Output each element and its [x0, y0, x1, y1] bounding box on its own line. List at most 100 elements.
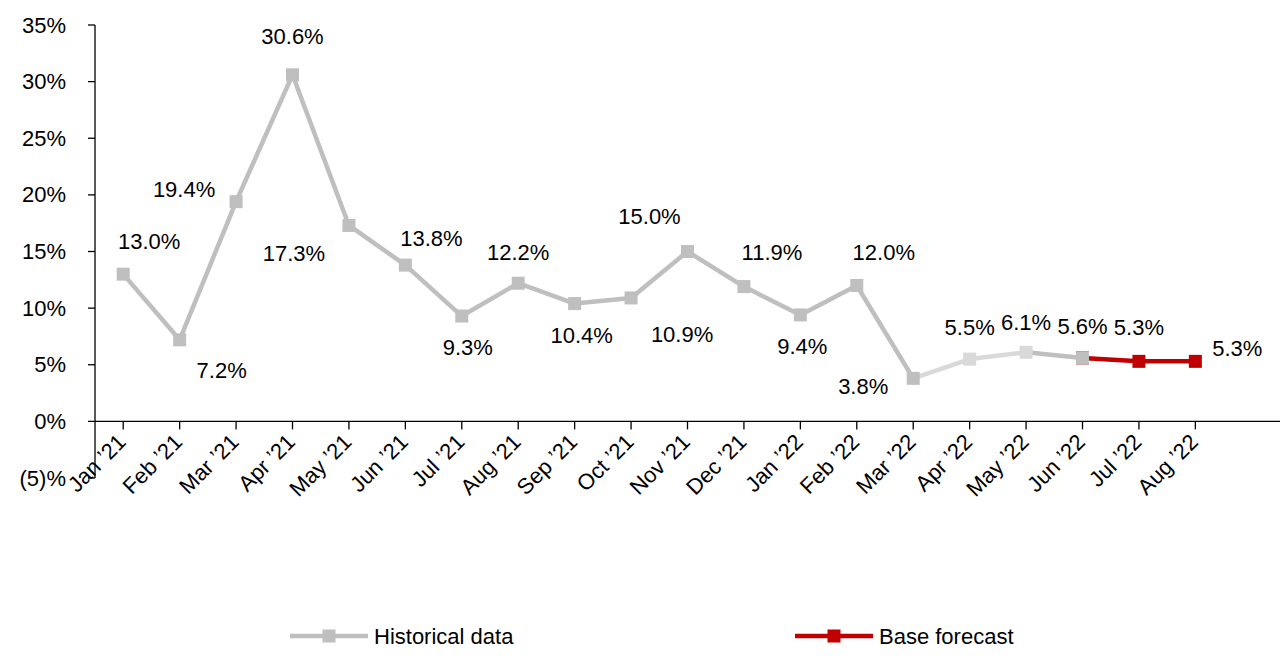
- x-tick-label: Aug ’22: [1132, 429, 1202, 499]
- legend-marker: [828, 630, 841, 643]
- data-label: 12.0%: [853, 240, 915, 265]
- x-tick: [743, 421, 744, 429]
- x-tick-label: Jan ’22: [740, 429, 808, 497]
- line-segment: [236, 75, 292, 202]
- data-label: 13.8%: [400, 226, 462, 251]
- data-point: [1132, 355, 1145, 368]
- line-segment: [462, 283, 518, 316]
- x-tick-label: Jun ’21: [345, 429, 413, 497]
- data-point: [1020, 346, 1033, 359]
- x-tick: [913, 421, 914, 429]
- x-tick: [123, 421, 124, 429]
- legend-item: Historical data: [290, 624, 514, 649]
- line-segment: [123, 274, 179, 340]
- y-tick-label: 25%: [22, 126, 66, 151]
- x-tick-label: Jan ’21: [63, 429, 131, 497]
- x-tick-label: Mar ’22: [851, 429, 921, 499]
- line-segment: [631, 252, 687, 298]
- data-point: [512, 277, 525, 290]
- data-point: [963, 353, 976, 366]
- y-tick-label: (5)%: [20, 466, 66, 491]
- line-segment: [1139, 359, 1195, 364]
- data-label: 10.4%: [550, 323, 612, 348]
- series-0: [123, 75, 1082, 379]
- data-point: [1189, 355, 1202, 368]
- data-label: 30.6%: [261, 24, 323, 49]
- data-point: [286, 68, 299, 81]
- legend-item: Base forecast: [795, 624, 1014, 649]
- markers-0: [117, 68, 1089, 385]
- data-label: 17.3%: [263, 241, 325, 266]
- line-segment: [1083, 358, 1139, 361]
- data-point: [1076, 351, 1089, 364]
- legend: Historical data Base forecast: [290, 624, 1014, 649]
- legend-marker: [323, 630, 336, 643]
- chart: (5)%0%5%10%15%20%25%30%35%Jan ’21Feb ’21…: [0, 0, 1286, 669]
- x-tick: [800, 421, 801, 429]
- line-segment: [405, 265, 461, 316]
- y-tick-label: 20%: [22, 182, 66, 207]
- y-tick-label: 0%: [34, 409, 66, 434]
- x-tick: [856, 421, 857, 429]
- data-point: [342, 219, 355, 232]
- data-point: [907, 372, 920, 385]
- x-tick: [179, 421, 180, 429]
- data-point: [850, 279, 863, 292]
- x-tick-label: May ’21: [284, 429, 356, 501]
- y-tick: [88, 307, 95, 308]
- data-point: [399, 259, 412, 272]
- data-label: 11.9%: [742, 240, 803, 265]
- x-tick-label: Aug ’21: [455, 429, 525, 499]
- data-point: [794, 308, 807, 321]
- x-tick: [630, 421, 631, 429]
- y-tick: [88, 81, 95, 82]
- y-tick-label: 15%: [22, 239, 66, 264]
- line-segment: [970, 352, 1026, 359]
- data-label: 13.0%: [118, 229, 180, 254]
- x-tick: [969, 421, 970, 429]
- line-segment: [1026, 352, 1082, 358]
- y-tick: [88, 24, 95, 25]
- data-label: 9.4%: [777, 334, 827, 359]
- x-tick-label: Jun ’22: [1022, 429, 1090, 497]
- data-point: [230, 195, 243, 208]
- data-label: 7.2%: [197, 358, 247, 383]
- x-tick: [687, 421, 688, 429]
- x-tick-label: Mar ’21: [174, 429, 244, 499]
- y-tick: [88, 138, 95, 139]
- line-segment: [180, 202, 236, 340]
- y-tick: [88, 421, 95, 422]
- data-point: [173, 333, 186, 346]
- x-tick: [348, 421, 349, 429]
- x-tick: [574, 421, 575, 429]
- data-label: 9.3%: [443, 335, 493, 360]
- x-tick: [1195, 421, 1196, 429]
- x-tick: [1138, 421, 1139, 429]
- line-segment: [800, 285, 856, 314]
- data-label: 15.0%: [618, 204, 680, 229]
- line-segment: [349, 225, 405, 265]
- y-tick: [88, 251, 95, 252]
- x-tick: [461, 421, 462, 429]
- data-label: 5.3%: [1114, 315, 1164, 340]
- y-tick: [88, 194, 95, 195]
- data-label: 3.8%: [838, 374, 888, 399]
- data-point: [1076, 351, 1089, 364]
- data-label: 5.5%: [945, 315, 995, 340]
- x-tick-label: Feb ’21: [118, 429, 188, 499]
- line-segment: [575, 298, 631, 304]
- line-segment: [688, 252, 744, 287]
- line-segment: [744, 287, 800, 315]
- x-tick-label: Feb ’22: [795, 429, 865, 499]
- x-tick-label: Dec ’21: [681, 429, 751, 499]
- x-tick: [1025, 421, 1026, 429]
- data-label: 12.2%: [487, 240, 549, 265]
- x-tick: [292, 421, 293, 429]
- data-label: 5.6%: [1057, 314, 1107, 339]
- x-tick: [405, 421, 406, 429]
- data-point: [117, 268, 130, 281]
- data-point: [737, 280, 750, 293]
- markers-1: [1076, 351, 1202, 367]
- y-tick-label: 5%: [34, 352, 66, 377]
- data-point: [681, 245, 694, 258]
